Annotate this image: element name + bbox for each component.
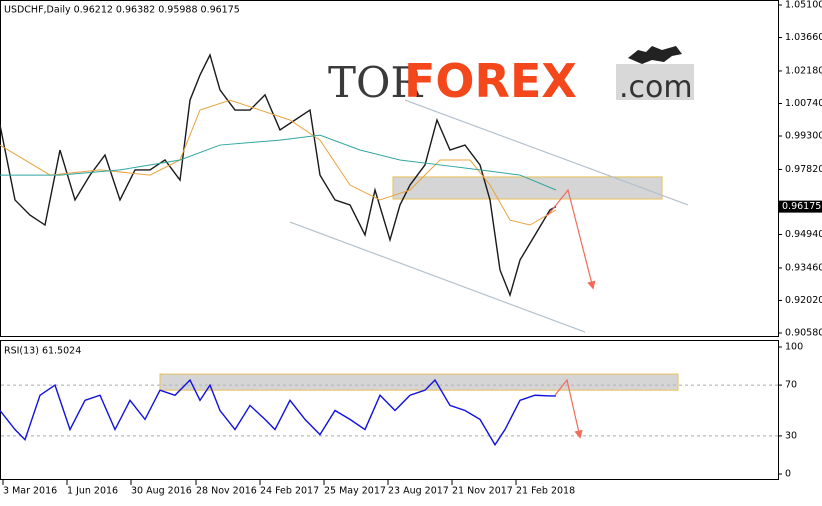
y-tick-label: 1.02180 [785,65,822,76]
x-tick-label: 1 Jun 2016 [67,486,118,497]
x-tick-label: 30 Aug 2016 [131,486,192,497]
rsi-line [0,378,557,447]
panel-title: RSI(13) 61.5024 [4,346,81,357]
logo: TOR FOREX .com [328,46,694,108]
price-line [0,52,557,298]
y-tick-label: 70 [785,380,797,391]
current-price-label: 0.96175 [782,201,821,212]
channel-line [404,99,689,206]
y-tick-label: 0.97820 [785,164,822,175]
forecast-arrow [554,378,583,439]
y-tick-label: 100 [785,342,803,353]
logo-com: .com [619,70,693,105]
forecast-arrow [547,188,596,290]
x-tick-label: 21 Feb 2018 [516,486,575,497]
logo-box [616,64,694,100]
panel-title: USDCHF,Daily 0.96212 0.96382 0.95988 0.9… [4,5,240,16]
x-tick-label: 25 May 2017 [324,486,386,497]
y-tick-label: 0.92020 [785,295,822,306]
price-panel-frame [0,0,779,337]
moving-average [0,134,557,191]
x-tick-label: 28 Nov 2016 [196,486,257,497]
x-tick-label: 24 Feb 2017 [260,486,319,497]
x-tick-label: 21 Nov 2017 [452,486,513,497]
y-tick-label: 0.99300 [785,131,822,142]
moving-average [0,99,557,226]
y-tick-label: 0.93460 [785,262,822,273]
current-price-box [779,200,822,213]
logo-tor: TOR [328,58,423,107]
resistance-zone [159,373,679,391]
channel-line [289,221,586,333]
x-tick-label: 23 Aug 2017 [388,486,449,497]
logo-icon [628,46,682,64]
y-tick-label: 30 [785,430,797,441]
resistance-zone [392,176,663,200]
y-tick-label: 0 [785,469,791,480]
y-tick-label: 0.94940 [785,229,822,240]
y-tick-label: 0.90580 [785,328,822,339]
y-tick-label: 1.05100 [785,0,822,11]
x-tick-label: 3 Mar 2016 [3,486,57,497]
y-tick-label: 1.00740 [785,98,822,109]
logo-forex: FOREX [404,54,577,108]
rsi-panel-frame [0,340,779,480]
y-tick-label: 1.03660 [785,32,822,43]
